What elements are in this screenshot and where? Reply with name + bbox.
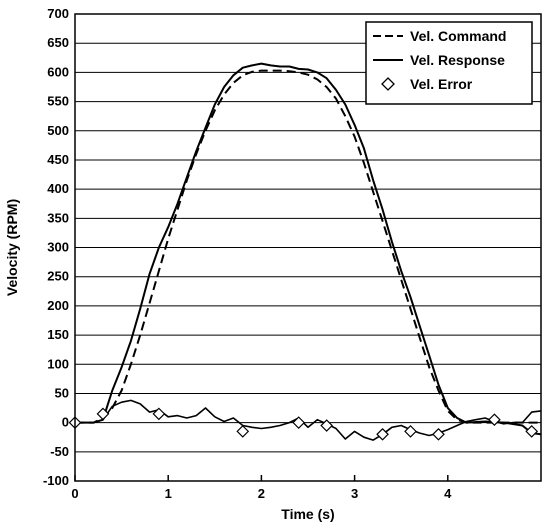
series-line-2	[75, 399, 542, 441]
y-tick-label: 150	[47, 327, 69, 342]
error-marker	[525, 425, 539, 438]
error-marker	[432, 427, 445, 441]
x-tick-labels: 0 1 2 3 4	[71, 475, 452, 501]
y-tick-label: 650	[47, 35, 69, 50]
x-tick-label: 4	[444, 486, 452, 501]
y-tick-label: -100	[43, 473, 69, 488]
y-tick-label: 700	[47, 6, 69, 21]
error-marker	[152, 407, 166, 421]
error-marker	[320, 419, 333, 432]
y-tick-label: -50	[50, 444, 69, 459]
legend-label-2: Vel. Error	[410, 76, 473, 92]
y-tick-label: 200	[47, 298, 69, 313]
series-line-0	[75, 69, 541, 424]
x-axis-title: Time (s)	[281, 506, 334, 522]
legend-label-0: Vel. Command	[410, 28, 506, 44]
error-marker	[236, 425, 250, 438]
y-tick-label: 300	[47, 240, 69, 255]
y-tick-label: 550	[47, 94, 69, 109]
y-tick-label: 350	[47, 210, 69, 225]
legend-swatch-2	[381, 77, 395, 91]
x-tick-label: 0	[71, 486, 78, 501]
y-tick-label: 400	[47, 181, 69, 196]
x-tick-label: 1	[165, 486, 172, 501]
error-marker	[404, 425, 417, 438]
error-marker	[376, 427, 389, 441]
x-tick-label: 2	[258, 486, 265, 501]
x-tick-label: 3	[351, 486, 358, 501]
series-lines	[68, 62, 542, 441]
legend-box	[365, 21, 533, 105]
series-line-1	[75, 62, 542, 436]
y-tick-labels: -100 -50 0 50 100 150 200 250 300 350 400 450 500 550…	[43, 6, 69, 488]
y-tick-label: 100	[47, 356, 69, 371]
y-tick-label: 500	[47, 123, 69, 138]
error-marker	[96, 407, 110, 421]
y-axis-title: Velocity (RPM)	[4, 199, 20, 296]
y-tick-label: 50	[55, 385, 69, 400]
legend-label-1: Vel. Response	[410, 52, 505, 68]
error-marker	[488, 413, 501, 427]
y-tick-label: 450	[47, 152, 69, 167]
y-tick-label: 250	[47, 269, 69, 284]
error-marker	[292, 416, 306, 429]
y-tick-label: 0	[62, 415, 69, 430]
plot-frame	[74, 13, 542, 482]
y-tick-label: 600	[47, 64, 69, 79]
legend: Vel. Command Vel. Response Vel. Error	[365, 21, 533, 105]
